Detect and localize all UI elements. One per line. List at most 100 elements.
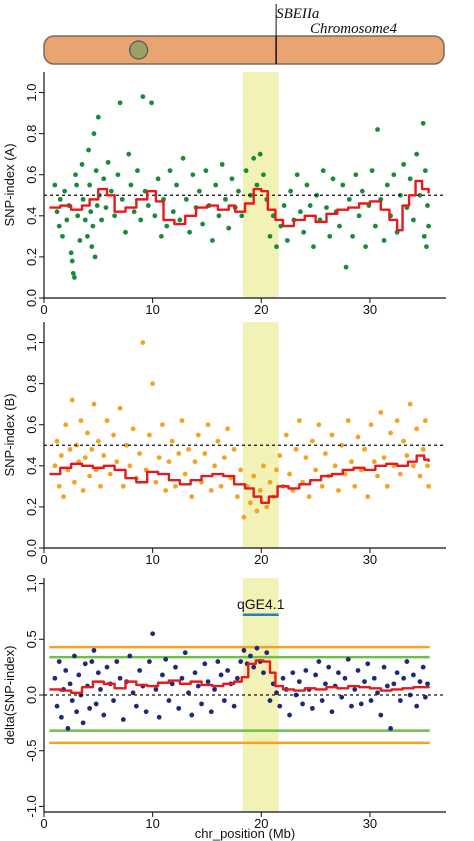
data-point bbox=[68, 250, 74, 256]
data-point bbox=[261, 463, 266, 469]
data-point bbox=[69, 258, 75, 264]
data-point bbox=[52, 463, 58, 469]
data-point bbox=[101, 453, 107, 458]
candidate-region-highlight bbox=[242, 322, 279, 548]
data-point bbox=[117, 675, 123, 681]
data-point bbox=[85, 233, 90, 239]
data-point bbox=[183, 196, 189, 202]
x-axis-label: chr_position (Mb) bbox=[195, 826, 295, 841]
data-point bbox=[332, 463, 338, 469]
data-point bbox=[192, 670, 198, 676]
y-tick-label: 0.0 bbox=[24, 289, 39, 307]
data-point bbox=[384, 182, 390, 188]
data-point bbox=[414, 426, 420, 432]
data-point bbox=[91, 648, 97, 653]
data-point bbox=[72, 275, 77, 280]
data-point bbox=[103, 205, 109, 211]
data-point bbox=[200, 221, 206, 227]
data-point bbox=[91, 401, 97, 407]
data-point bbox=[174, 182, 179, 188]
y-axis-label: delta(SNP-index) bbox=[2, 646, 17, 745]
data-point bbox=[158, 233, 164, 239]
data-point bbox=[411, 217, 416, 223]
data-point bbox=[231, 446, 237, 452]
data-point bbox=[296, 418, 302, 424]
data-point bbox=[95, 438, 101, 444]
data-point bbox=[369, 168, 375, 174]
data-point bbox=[388, 726, 393, 731]
data-point bbox=[130, 690, 136, 696]
x-tick-label: 10 bbox=[145, 552, 159, 567]
data-point bbox=[56, 223, 62, 229]
data-point bbox=[179, 675, 185, 681]
data-point bbox=[127, 463, 133, 469]
data-point bbox=[105, 160, 111, 165]
data-point bbox=[365, 494, 371, 500]
x-tick-label: 20 bbox=[254, 816, 268, 831]
data-point bbox=[80, 488, 86, 493]
data-point bbox=[391, 172, 397, 178]
data-point bbox=[327, 233, 333, 239]
data-point bbox=[69, 397, 75, 403]
data-point bbox=[203, 168, 209, 174]
y-tick-label: 1.0 bbox=[24, 575, 39, 593]
data-point bbox=[153, 687, 159, 692]
gene-label: SBEIIa bbox=[276, 6, 319, 22]
data-point bbox=[212, 463, 217, 469]
data-point bbox=[62, 188, 68, 194]
data-point bbox=[176, 451, 182, 456]
data-point bbox=[239, 213, 245, 219]
data-point bbox=[152, 213, 158, 219]
data-point bbox=[52, 675, 58, 681]
snp-index-b-panel: 0.0 0.2 0.4 0.6 0.8 1.0 0 10 20 30 SNP-index (B) bbox=[2, 322, 446, 567]
data-point bbox=[104, 664, 110, 670]
data-point bbox=[101, 176, 107, 182]
data-point bbox=[267, 233, 273, 239]
data-point bbox=[61, 494, 66, 500]
data-point bbox=[89, 244, 95, 250]
data-point bbox=[85, 430, 90, 436]
data-point bbox=[74, 709, 79, 715]
data-point bbox=[150, 381, 156, 387]
data-point bbox=[381, 238, 387, 243]
data-point bbox=[229, 176, 235, 182]
data-point bbox=[231, 703, 237, 709]
x-tick-label: 20 bbox=[254, 302, 268, 317]
data-point bbox=[54, 703, 60, 709]
data-point bbox=[261, 172, 266, 178]
data-point bbox=[303, 668, 309, 673]
data-point bbox=[254, 645, 260, 651]
data-point bbox=[95, 114, 101, 120]
data-point bbox=[251, 664, 257, 670]
data-point bbox=[274, 467, 279, 473]
data-point bbox=[388, 430, 393, 436]
data-point bbox=[294, 172, 300, 178]
data-point bbox=[87, 705, 93, 711]
data-point bbox=[202, 661, 208, 667]
chromosome-ideogram: SBEIIa Chromosome4 bbox=[43, 4, 445, 65]
data-point bbox=[115, 172, 121, 178]
data-point bbox=[296, 679, 302, 685]
data-point bbox=[417, 679, 423, 685]
sliding-window-line bbox=[49, 659, 430, 694]
data-point bbox=[173, 483, 178, 489]
data-point bbox=[101, 712, 107, 718]
data-point bbox=[170, 209, 176, 215]
data-point bbox=[215, 659, 221, 664]
y-tick-label: 1.0 bbox=[24, 334, 39, 352]
data-point bbox=[143, 709, 149, 715]
data-point bbox=[261, 670, 266, 676]
data-point bbox=[290, 670, 296, 676]
data-point bbox=[339, 694, 345, 700]
data-point bbox=[323, 681, 328, 687]
data-point bbox=[216, 213, 222, 219]
y-tick-label: 0.5 bbox=[24, 630, 39, 648]
data-point bbox=[298, 209, 303, 215]
data-point bbox=[274, 244, 279, 250]
data-point bbox=[350, 233, 355, 239]
data-point bbox=[401, 675, 407, 681]
data-point bbox=[54, 438, 60, 444]
data-point bbox=[368, 698, 374, 703]
data-point bbox=[205, 422, 211, 428]
data-point bbox=[202, 451, 208, 456]
